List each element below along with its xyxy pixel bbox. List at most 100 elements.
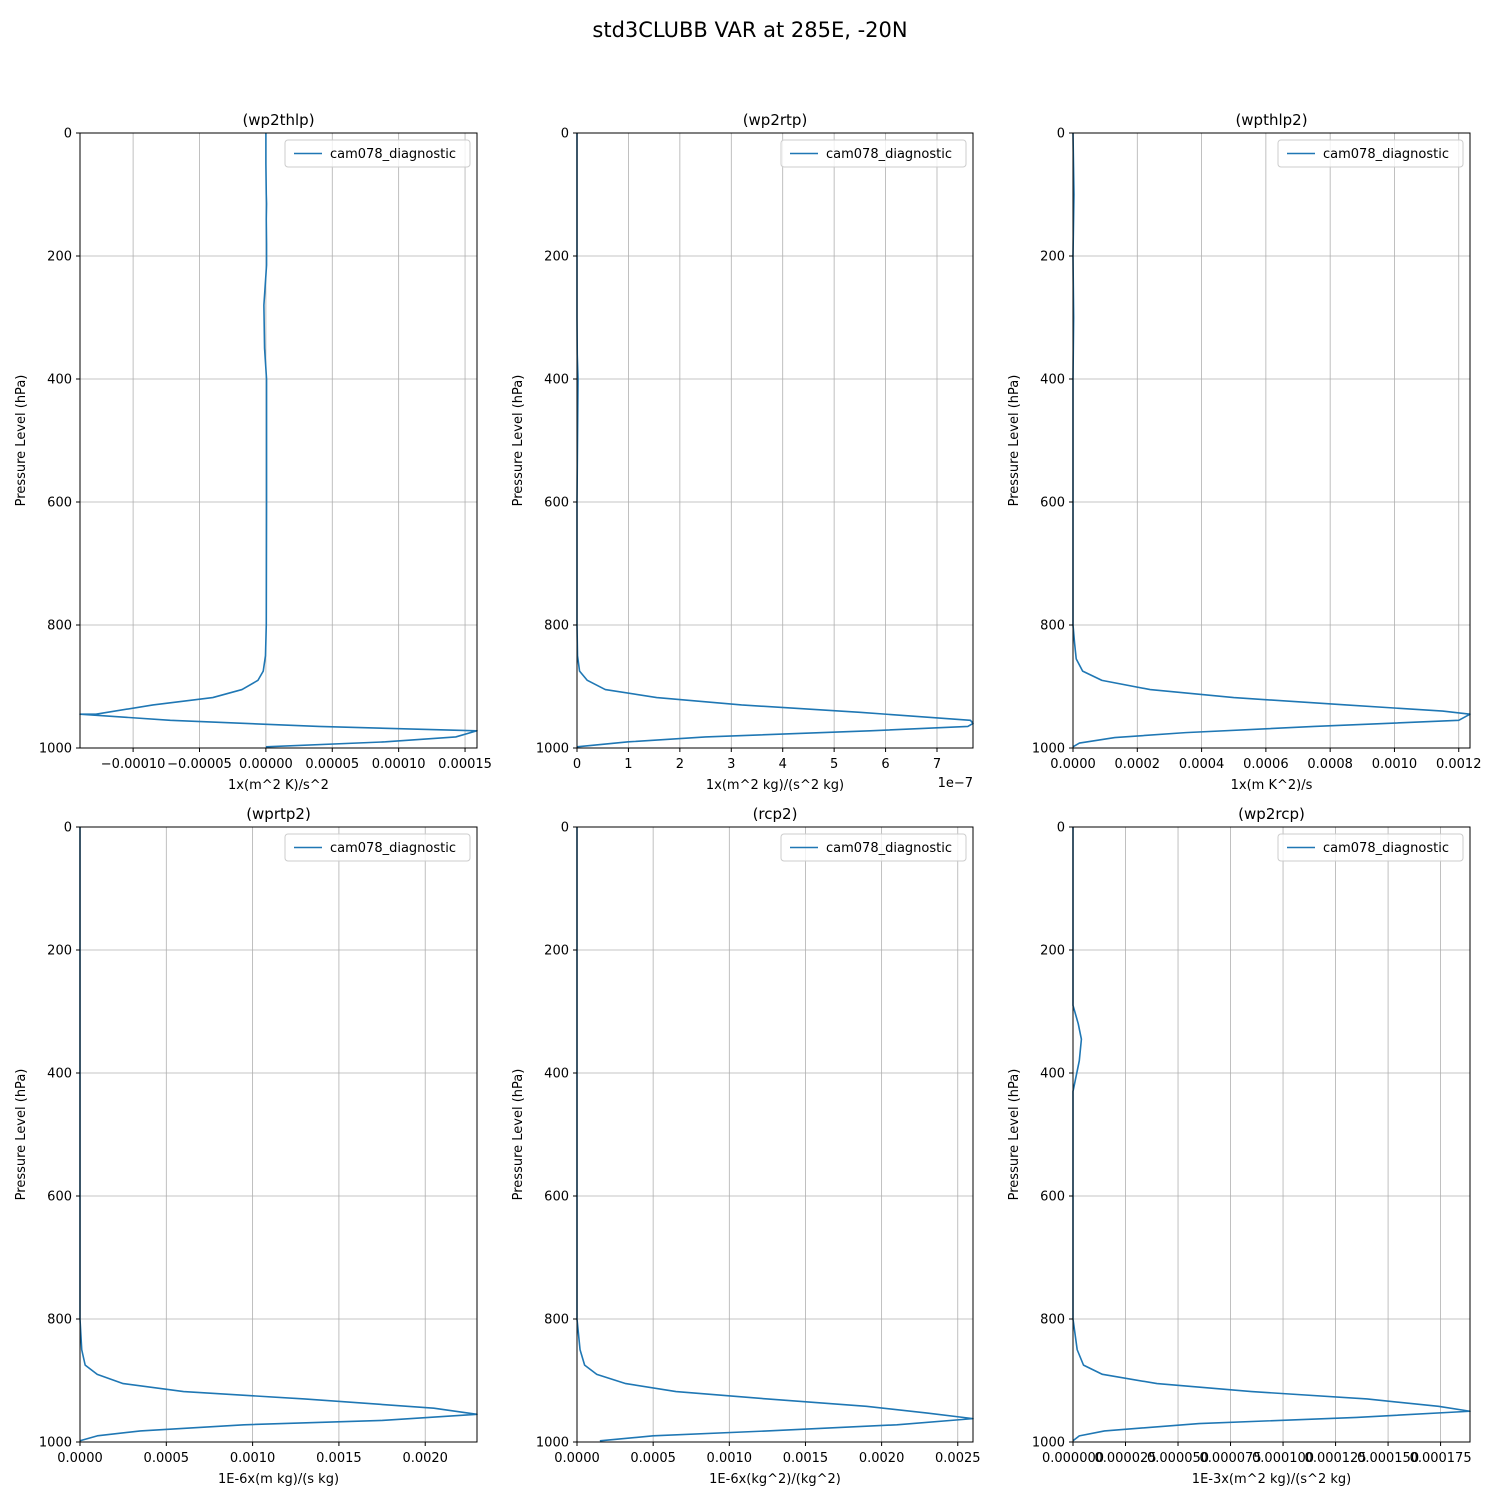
subplot-title: (rcp2) xyxy=(753,805,798,823)
x-tick-label: 0.0025 xyxy=(935,1451,981,1466)
y-tick-label: 400 xyxy=(47,1067,72,1082)
plot-frame xyxy=(1072,132,1471,749)
x-tick-label: 0.00000 xyxy=(239,757,293,772)
legend-label: cam078_diagnostic xyxy=(826,147,952,162)
x-tick-label: 0.000075 xyxy=(1200,1451,1262,1466)
x-tick-label: 0.0020 xyxy=(402,1451,448,1466)
y-tick-label: 400 xyxy=(1040,373,1065,388)
plot-frame xyxy=(576,132,974,749)
figure-title: std3CLUBB VAR at 285E, -20N xyxy=(592,18,907,42)
x-tick-label: 0.0002 xyxy=(1115,757,1161,772)
x-tick-label: 0.0004 xyxy=(1179,757,1225,772)
x-tick-label: 0.0008 xyxy=(1307,757,1353,772)
x-tick-label: 3 xyxy=(727,757,735,772)
x-tick-label: 0.000050 xyxy=(1147,1451,1209,1466)
x-tick-label: 0.0010 xyxy=(1372,757,1418,772)
y-tick-label: 400 xyxy=(1040,1067,1065,1082)
x-tick-label: 0.00005 xyxy=(305,757,359,772)
legend-box xyxy=(284,833,471,862)
y-tick-label: 0 xyxy=(64,127,72,142)
subplot-title: (wp2rcp) xyxy=(1238,805,1305,823)
legend-box xyxy=(1277,833,1464,862)
legend-label: cam078_diagnostic xyxy=(1323,841,1449,856)
y-tick-label: 0 xyxy=(1057,127,1065,142)
series-line-1 xyxy=(79,827,478,1442)
y-tick-label: 200 xyxy=(544,944,569,959)
y-tick-label: 600 xyxy=(47,496,72,511)
y-tick-label: 0 xyxy=(561,821,569,836)
legend-box xyxy=(1277,139,1464,168)
y-axis-label: Pressure Level (hPa) xyxy=(511,375,526,507)
y-tick-label: 1000 xyxy=(1032,1436,1065,1451)
x-tick-label: 6 xyxy=(881,757,889,772)
x-tick-label: 0.0010 xyxy=(230,1451,276,1466)
x-tick-label: 0.0000 xyxy=(554,1451,600,1466)
y-tick-label: 800 xyxy=(544,619,569,634)
y-tick-label: 0 xyxy=(64,821,72,836)
legend-label: cam078_diagnostic xyxy=(330,841,456,856)
subplot-title: (wp2thlp) xyxy=(242,111,314,129)
x-tick-label: 2 xyxy=(676,757,684,772)
legend-box xyxy=(284,139,471,168)
subplot-title: (wprtp2) xyxy=(246,805,311,823)
y-tick-label: 800 xyxy=(1040,1313,1065,1328)
x-tick-label: 0.0012 xyxy=(1436,757,1482,772)
x-tick-label: 0.00015 xyxy=(438,757,492,772)
x-tick-label: 0.000000 xyxy=(1042,1451,1104,1466)
x-tick-label: 0.0005 xyxy=(630,1451,676,1466)
x-tick-label: 4 xyxy=(779,757,787,772)
y-tick-label: 400 xyxy=(544,373,569,388)
x-tick-label: 0.0006 xyxy=(1243,757,1289,772)
x-axis-offset-text: 1e−7 xyxy=(938,776,973,791)
y-axis-label: Pressure Level (hPa) xyxy=(1007,375,1022,507)
y-tick-label: 400 xyxy=(544,1067,569,1082)
y-tick-label: 0 xyxy=(1057,821,1065,836)
x-axis-label: 1E-6x(m kg)/(s kg) xyxy=(218,1472,339,1487)
x-tick-label: 0.0010 xyxy=(707,1451,753,1466)
series-line-1 xyxy=(79,133,478,748)
y-tick-label: 1000 xyxy=(536,742,569,757)
subplot-6: 0.0000000.0000250.0000500.0000750.000100… xyxy=(1007,805,1472,1487)
legend-box xyxy=(780,139,967,168)
plot-frame xyxy=(79,826,478,1443)
x-tick-label: 0.000100 xyxy=(1252,1451,1314,1466)
y-axis-label: Pressure Level (hPa) xyxy=(1007,1069,1022,1201)
subplot-1: −0.00010 −0.00005 0.00000 0.00005 0.00010 0.0… xyxy=(14,111,492,793)
x-axis-label: 1x(m^2 K)/s^2 xyxy=(228,778,329,793)
subplot-title: (wp2rtp) xyxy=(743,111,808,129)
y-tick-label: 1000 xyxy=(39,742,72,757)
x-axis-label: 1x(m^2 kg)/(s^2 kg) xyxy=(706,778,844,793)
x-tick-label: 0.000125 xyxy=(1305,1451,1367,1466)
subplot-4: 0.0000 0.0005 0.0010 0.0015 0.0020 0 200 400 600… xyxy=(14,805,478,1487)
x-tick-label: 5 xyxy=(830,757,838,772)
x-tick-label: 0.00010 xyxy=(372,757,426,772)
x-tick-label: 0.0015 xyxy=(783,1451,829,1466)
legend-label: cam078_diagnostic xyxy=(1323,147,1449,162)
plot-frame xyxy=(79,132,478,749)
x-tick-label: 0.0005 xyxy=(144,1451,190,1466)
x-tick-label: 7 xyxy=(933,757,941,772)
y-tick-label: 200 xyxy=(47,944,72,959)
y-tick-label: 600 xyxy=(544,496,569,511)
x-tick-label: 0.0000 xyxy=(57,1451,103,1466)
plot-frame xyxy=(1072,826,1471,1443)
y-tick-label: 400 xyxy=(47,373,72,388)
x-axis-label: 1E-6x(kg^2)/(kg^2) xyxy=(709,1472,841,1487)
subplot-3: 0.0000 0.0002 0.0004 0.0006 0.0008 0.0010 0.00… xyxy=(1007,111,1481,793)
subplot-grid: −0.00010 −0.00005 0.00000 0.00005 0.00010 0.0… xyxy=(14,111,1481,1487)
y-tick-label: 800 xyxy=(47,1313,72,1328)
y-axis-label: Pressure Level (hPa) xyxy=(14,1069,29,1201)
y-axis-label: Pressure Level (hPa) xyxy=(511,1069,526,1201)
x-tick-label: 0.0000 xyxy=(1050,757,1096,772)
y-tick-label: 1000 xyxy=(39,1436,72,1451)
y-tick-label: 200 xyxy=(544,250,569,265)
y-tick-label: 1000 xyxy=(536,1436,569,1451)
y-tick-label: 200 xyxy=(1040,250,1065,265)
y-tick-label: 800 xyxy=(1040,619,1065,634)
legend-label: cam078_diagnostic xyxy=(330,147,456,162)
series-line-1 xyxy=(1072,827,1471,1442)
series-line-1 xyxy=(576,827,974,1442)
x-tick-label: 0.0015 xyxy=(316,1451,362,1466)
x-tick-label: −0.00010 xyxy=(101,757,166,772)
